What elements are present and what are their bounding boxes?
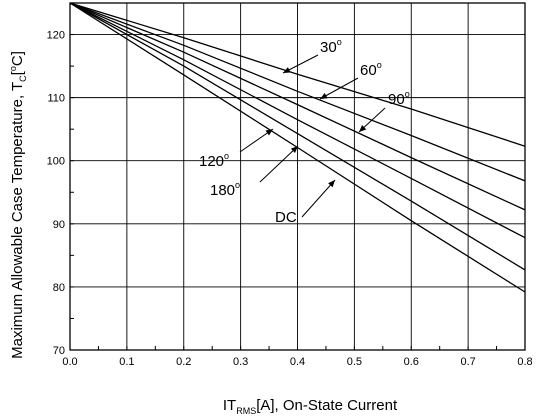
annotation-arrow [259,145,299,183]
series-label: DC [275,209,297,226]
y-tick-label: 90 [53,219,65,231]
x-tick-label: 0.3 [233,356,248,368]
y-tick-label: 70 [53,345,65,357]
annotation-arrowhead [328,180,335,188]
series-label: 180o [210,180,240,199]
x-tick-label: 0.4 [290,356,305,368]
series-label: 30o [320,37,342,56]
series-line-90 [69,2,526,211]
series-lines [69,2,526,293]
series-label: 120o [199,151,229,170]
x-tick-label: 0.5 [347,356,362,368]
series-label: 60o [360,60,382,79]
annotation-arrow [301,179,336,218]
y-tick-label: 110 [47,93,65,105]
series-annotations: 30o 60o 90o 120o 180o DC [199,37,410,226]
y-axis-title: Maximum Allowable Case Temperature, TC[o… [8,51,28,359]
y-tick-label: 100 [47,156,65,168]
annotation-arrowhead [359,125,367,132]
series-line-60 [69,2,526,182]
annotation-arrowhead [283,67,291,73]
y-tick-label: 80 [53,282,65,294]
series-label: 90o [388,89,410,108]
x-tick-label: 0.2 [176,356,191,368]
x-axis-title: ITRMS[A], On-State Current [223,397,398,416]
grid [69,3,526,351]
x-tick-label: 0.6 [404,356,419,368]
series-line-180 [69,2,526,271]
annotation-arrowhead [320,93,328,99]
annotation-arrow [319,77,359,100]
series-line-dc [69,2,526,293]
series-line-120 [69,2,526,239]
x-tick-label: 0.8 [517,356,532,368]
x-tick-label: 0.1 [119,356,134,368]
annotation-arrowhead [290,146,298,153]
x-tick-label: 0.0 [62,356,77,368]
tick-marks [69,34,526,351]
x-tick-label: 0.7 [460,356,475,368]
tick-labels: 0.0 0.1 0.2 0.3 0.4 0.5 0.6 0.7 0.8 70 80 90 100 110 1… [47,30,533,368]
y-tick-label: 120 [47,30,65,42]
series-line-30 [69,2,526,147]
annotation-arrowhead [265,129,273,136]
